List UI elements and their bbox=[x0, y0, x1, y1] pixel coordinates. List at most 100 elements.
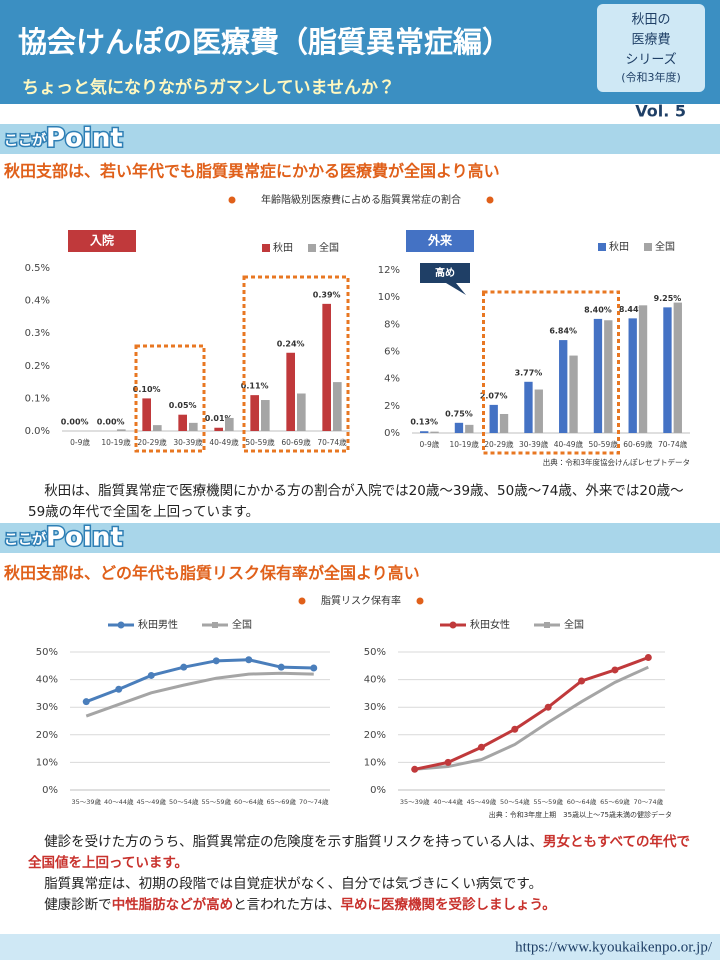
y-tick-label: 40% bbox=[364, 675, 386, 686]
y-tick-label: 0.0% bbox=[25, 426, 50, 437]
annotation: 高め bbox=[435, 266, 455, 279]
bar bbox=[286, 352, 295, 431]
point bbox=[644, 654, 652, 662]
paragraph: 脂質異常症は、初期の段階では自覚症状がなく、自分では気づきにくい病気です。 bbox=[28, 874, 698, 895]
source: 出典：令和3年度上期 35歳以上～75歳未満の健診データ bbox=[489, 810, 672, 819]
value-label: 0.13% bbox=[410, 418, 438, 427]
badge-line: (令和3年度) bbox=[621, 70, 681, 84]
value-label: 0.24% bbox=[277, 339, 305, 348]
text-run: 秋田は、脂質異常症で医療機関にかかる方の割合が入院では20歳～39歳、50歳～7… bbox=[28, 483, 684, 520]
y-tick-label: 30% bbox=[364, 702, 386, 713]
bar bbox=[178, 414, 187, 431]
y-tick-label: 50% bbox=[36, 647, 58, 658]
line bbox=[414, 656, 649, 771]
bar bbox=[454, 422, 464, 433]
bar bbox=[117, 429, 126, 431]
legend-swatch bbox=[598, 243, 606, 251]
y-tick-label: 20% bbox=[364, 730, 386, 741]
value-label: 0.00% bbox=[61, 418, 89, 427]
value-label: 6.84% bbox=[549, 327, 577, 336]
bar bbox=[673, 302, 682, 433]
x-tick-label: 45～49歳 bbox=[136, 797, 166, 806]
legend-label: 秋田 bbox=[273, 241, 293, 254]
dot bbox=[228, 196, 236, 204]
bar bbox=[153, 425, 162, 431]
x-tick-label: 30-39歳 bbox=[519, 439, 549, 449]
x-tick-label: 50～54歳 bbox=[169, 797, 199, 806]
y-tick-label: 0.3% bbox=[25, 328, 50, 339]
y-tick-label: 0% bbox=[42, 785, 58, 796]
x-tick-label: 35～39歳 bbox=[400, 797, 430, 806]
point-band bbox=[0, 523, 720, 553]
section-heading: 秋田支部は、若い年代でも脂質異常症にかかる医療費が全国より高い bbox=[4, 162, 500, 181]
chart-tag bbox=[68, 230, 136, 252]
y-tick-label: 2% bbox=[384, 401, 400, 412]
x-tick-label: 70～74歳 bbox=[299, 797, 329, 806]
x-tick-label: 40-49歳 bbox=[209, 437, 239, 447]
point bbox=[411, 765, 419, 773]
bar bbox=[604, 320, 613, 433]
bar bbox=[663, 307, 672, 433]
x-tick-label: 60-69歳 bbox=[623, 439, 653, 449]
chart-tag-label: 入院 bbox=[89, 233, 114, 248]
figure-title: 脂質リスク保有率 bbox=[321, 594, 401, 607]
bar bbox=[534, 389, 543, 433]
legend-swatch bbox=[644, 243, 652, 251]
point bbox=[180, 663, 188, 671]
value-label: 3.77% bbox=[515, 368, 543, 377]
point bbox=[82, 698, 90, 706]
legend-label: 秋田 bbox=[609, 240, 629, 253]
highlight-box bbox=[134, 344, 206, 453]
bar bbox=[559, 340, 568, 433]
bar bbox=[430, 431, 439, 433]
x-tick-label: 65～69歳 bbox=[266, 797, 296, 806]
x-tick-label: 70-74歳 bbox=[658, 439, 688, 449]
legend-label: 全国 bbox=[319, 241, 339, 254]
y-tick-label: 0.2% bbox=[25, 361, 50, 372]
point bbox=[245, 656, 253, 664]
legend-label: 秋田男性 bbox=[138, 618, 178, 631]
point bbox=[444, 758, 452, 766]
x-tick-label: 40-49歳 bbox=[554, 439, 584, 449]
y-tick-label: 0% bbox=[384, 428, 400, 439]
legend-marker bbox=[212, 622, 218, 628]
point bbox=[212, 657, 220, 665]
value-label: 8.44% bbox=[619, 305, 647, 314]
point-prefix: ここが bbox=[4, 132, 47, 149]
point bbox=[511, 725, 519, 733]
value-label: 9.25% bbox=[654, 294, 682, 303]
point bbox=[115, 685, 123, 693]
x-tick-label: 60～64歳 bbox=[567, 797, 597, 806]
bar bbox=[250, 395, 259, 431]
x-tick-label: 70-74歳 bbox=[317, 437, 347, 447]
x-tick-label: 40～44歳 bbox=[433, 797, 463, 806]
y-tick-label: 30% bbox=[36, 702, 58, 713]
legend-marker bbox=[544, 622, 550, 628]
x-tick-label: 40～44歳 bbox=[104, 797, 134, 806]
y-tick-label: 0.5% bbox=[25, 263, 50, 274]
legend-label: 全国 bbox=[232, 618, 252, 631]
bar bbox=[569, 355, 578, 433]
value-label: 2.07% bbox=[480, 391, 508, 400]
section-heading: 秋田支部は、どの年代も脂質リスク保有率が全国より高い bbox=[4, 564, 420, 583]
legend-marker bbox=[117, 621, 125, 629]
value-label: 0.10% bbox=[133, 385, 161, 394]
point bbox=[578, 677, 586, 685]
y-tick-label: 0.1% bbox=[25, 393, 50, 404]
legend-marker bbox=[449, 621, 457, 629]
x-tick-label: 20-29歳 bbox=[484, 439, 514, 449]
y-tick-label: 8% bbox=[384, 319, 400, 330]
value-label: 0.01% bbox=[205, 414, 233, 423]
legend-swatch bbox=[308, 244, 316, 252]
dot bbox=[298, 597, 306, 605]
legend-label: 全国 bbox=[564, 618, 584, 631]
bar bbox=[333, 382, 342, 431]
text-run: 健診を受けた方のうち、脂質異常症の危険度を示す脂質リスクを持っている人は、 bbox=[44, 834, 544, 850]
x-tick-label: 70～74歳 bbox=[634, 797, 664, 806]
bar bbox=[261, 400, 270, 431]
x-tick-label: 10-19歳 bbox=[101, 437, 131, 447]
y-tick-label: 6% bbox=[384, 347, 400, 358]
y-tick-label: 20% bbox=[36, 730, 58, 741]
line bbox=[85, 658, 314, 704]
